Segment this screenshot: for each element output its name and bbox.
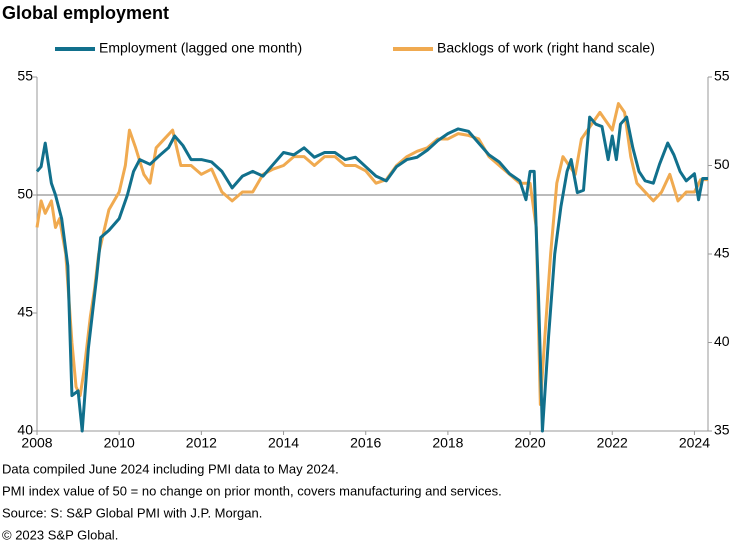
- series-line: [35, 102, 708, 406]
- x-tick-label: 2012: [186, 435, 217, 451]
- x-tick-label: 2016: [350, 435, 381, 451]
- y-tick-label: 50: [17, 186, 33, 202]
- y-tick-label: 45: [17, 304, 33, 320]
- y2-tick-label: 35: [714, 422, 730, 438]
- x-tick-label: 2024: [679, 435, 710, 451]
- footnote: Data compiled June 2024 including PMI da…: [2, 461, 339, 476]
- x-tick-label: 2008: [21, 435, 52, 451]
- x-tick-label: 2010: [104, 435, 135, 451]
- y2-tick-label: 45: [714, 245, 730, 261]
- legend-label: Backlogs of work (right hand scale): [437, 40, 655, 56]
- y2-tick-label: 40: [714, 333, 730, 349]
- y-tick-label: 55: [17, 68, 33, 84]
- y2-tick-label: 55: [714, 68, 730, 84]
- footnote: PMI index value of 50 = no change on pri…: [2, 483, 502, 498]
- x-tick-label: 2022: [597, 435, 628, 451]
- footnote: © 2023 S&P Global.: [2, 527, 118, 542]
- footnote: Source: S: S&P Global PMI with J.P. Morg…: [2, 505, 262, 520]
- x-tick-label: 2020: [515, 435, 546, 451]
- x-tick-label: 2014: [268, 435, 299, 451]
- x-tick-label: 2018: [432, 435, 463, 451]
- chart-title: Global employment: [2, 3, 169, 23]
- legend-label: Employment (lagged one month): [99, 40, 302, 56]
- series-line: [35, 115, 708, 433]
- y2-tick-label: 50: [714, 156, 730, 172]
- y-tick-label: 40: [17, 422, 33, 438]
